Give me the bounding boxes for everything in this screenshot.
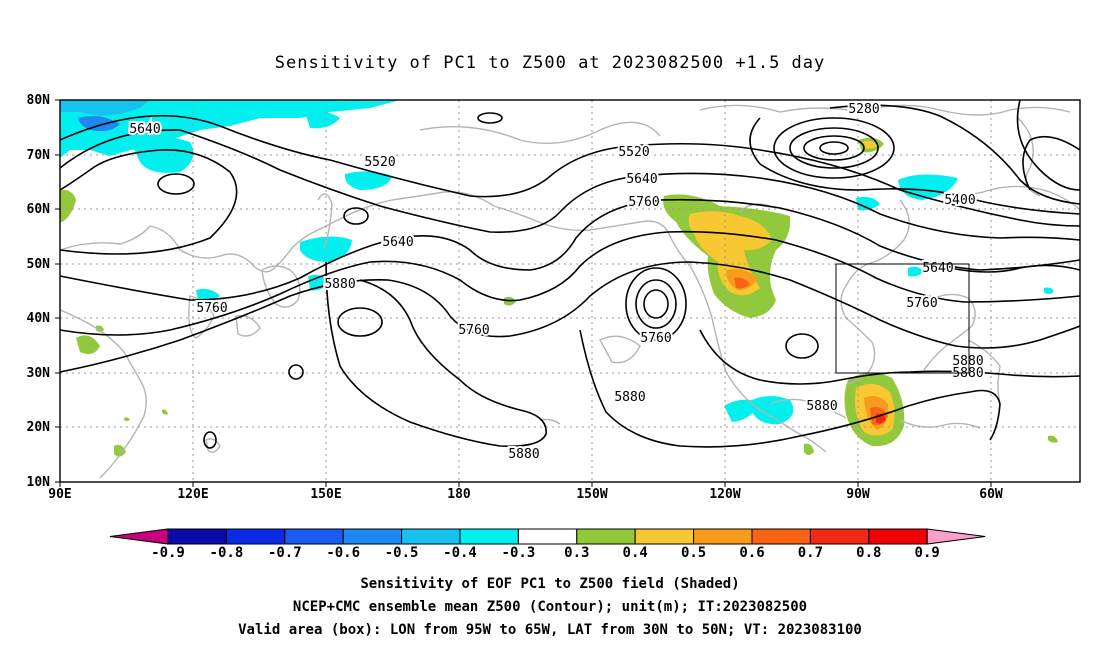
lat-label: 30N — [27, 366, 51, 381]
colorbar-tick-label: 0.5 — [681, 545, 706, 561]
colorbar-bin — [459, 528, 519, 545]
colorbar-bin — [868, 528, 928, 545]
colorbar-tick-label: -0.7 — [268, 545, 302, 561]
lon-label: 120W — [709, 487, 740, 502]
contour-label: 5760 — [640, 331, 671, 346]
colorbar-bin — [225, 528, 286, 545]
contour-label: 5880 — [806, 399, 837, 414]
colorbar-bin — [342, 528, 403, 545]
colorbar-bin — [693, 528, 753, 545]
colorbar-tick-label: 0.3 — [564, 545, 589, 561]
colorbar-tick-label: -0.5 — [385, 545, 419, 561]
contour-label: 5880 — [614, 390, 645, 405]
colorbar-under-triangle — [109, 528, 169, 545]
lat-label: 60N — [27, 202, 51, 217]
colorbar-bin — [401, 528, 461, 545]
colorbar-tick-label: -0.4 — [443, 545, 477, 561]
latitude-labels: 80N 70N 60N 50N 40N 30N 20N 10N — [27, 93, 51, 490]
negative-sensitivity-shading — [60, 100, 1054, 425]
colorbar-over-triangle — [926, 528, 986, 545]
colorbar-tick-label: -0.3 — [502, 545, 536, 561]
contour-label: 5520 — [364, 155, 395, 170]
colorbar-tick-label: 0.8 — [856, 545, 881, 561]
valid-area-box — [835, 263, 970, 374]
colorbar-bin — [634, 528, 695, 545]
colorbar-tick-label: -0.8 — [210, 545, 244, 561]
map-panel: 5640 5520 5520 5640 5760 5640 5760 5880 … — [59, 99, 1081, 483]
colorbar-bin — [576, 528, 636, 545]
lon-label: 120E — [177, 487, 208, 502]
lon-label: 150E — [310, 487, 341, 502]
contour-label: 5520 — [618, 145, 649, 160]
lon-label: 90W — [846, 487, 870, 502]
lat-label: 70N — [27, 148, 51, 163]
contour-label: 5760 — [196, 301, 227, 316]
longitude-labels: 90E 120E 150E 180 150W 120W 90W 60W — [48, 487, 1003, 502]
map-border — [59, 99, 1081, 483]
caption-line-2: NCEP+CMC ensemble mean Z500 (Contour); u… — [293, 599, 807, 615]
lat-label: 50N — [27, 257, 51, 272]
lat-label: 10N — [27, 475, 51, 490]
contour-label: 5640 — [382, 235, 413, 250]
caption-line-1: Sensitivity of EOF PC1 to Z500 field (Sh… — [360, 576, 739, 592]
colorbar-tick-label: -0.6 — [326, 545, 360, 561]
colorbar-bin — [284, 528, 344, 545]
contour-label: 5880 — [508, 447, 539, 462]
colorbar-tick-label: 0.4 — [623, 545, 648, 561]
colorbar-tick-label: 0.6 — [739, 545, 764, 561]
caption-line-3: Valid area (box): LON from 95W to 65W, L… — [238, 622, 862, 638]
map-grid — [60, 100, 1080, 482]
lon-label: 60W — [979, 487, 1003, 502]
contour-label: 5760 — [458, 323, 489, 338]
colorbar-labels: -0.9 -0.8 -0.7 -0.6 -0.5 -0.4 -0.3 0.3 0.4 0.5 0.6… — [151, 545, 940, 561]
colorbar-bin — [517, 528, 578, 545]
contour-label: 5640 — [922, 261, 953, 276]
lon-label: 180 — [447, 487, 471, 502]
colorbar-bin — [751, 528, 811, 545]
lon-label: 150W — [576, 487, 607, 502]
colorbar-tick-label: -0.9 — [151, 545, 185, 561]
colorbar-tick-label: 0.7 — [798, 545, 823, 561]
colorbar-tick-label: 0.9 — [915, 545, 940, 561]
figure-title: Sensitivity of PC1 to Z500 at 2023082500… — [275, 53, 826, 73]
colorbar-bin — [809, 528, 870, 545]
lat-label: 80N — [27, 93, 51, 108]
contour-label: 5760 — [906, 296, 937, 311]
colorbar — [109, 528, 986, 545]
contour-label: 5880 — [324, 277, 355, 292]
contour-label: 5880 — [952, 354, 983, 369]
contour-label: 5400 — [944, 193, 975, 208]
lat-label: 20N — [27, 420, 51, 435]
z500-contours — [59, 99, 1081, 449]
axis-ticks — [55, 99, 992, 487]
contour-label: 5760 — [628, 195, 659, 210]
lon-label: 90E — [48, 487, 71, 502]
contour-label: 5640 — [129, 122, 160, 137]
lat-label: 40N — [27, 311, 51, 326]
colorbar-bin — [167, 528, 227, 545]
contour-label: 5280 — [848, 102, 879, 117]
contour-label: 5640 — [626, 172, 657, 187]
